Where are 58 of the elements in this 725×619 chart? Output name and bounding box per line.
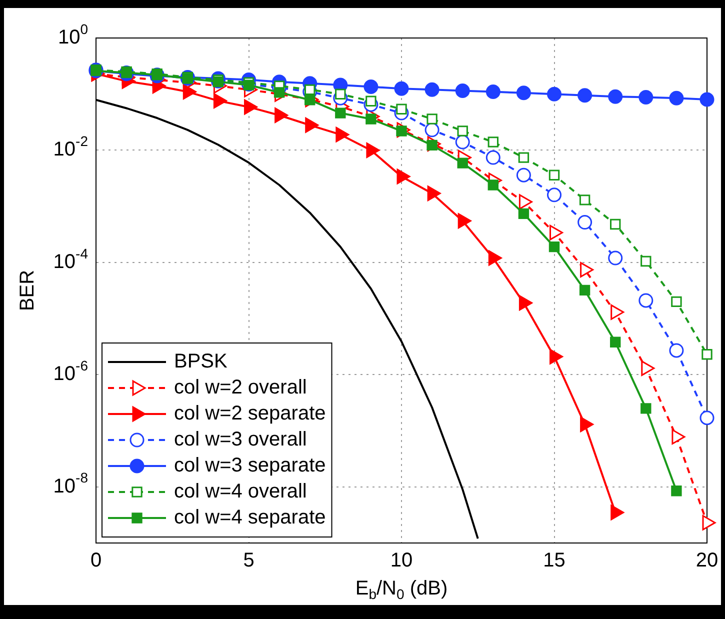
point <box>243 80 254 90</box>
legend-label: col w=4 separate <box>174 506 326 529</box>
point <box>640 403 652 414</box>
point <box>638 90 654 104</box>
point <box>671 486 682 496</box>
x-tick-label: 0 <box>90 550 102 572</box>
point <box>457 126 468 136</box>
x-tick-label: 5 <box>243 550 254 572</box>
point <box>274 87 285 98</box>
point <box>488 136 498 148</box>
point <box>424 82 440 97</box>
point <box>610 336 621 348</box>
point <box>610 218 621 230</box>
point <box>424 122 440 138</box>
legend-label: col w=2 separate <box>174 402 326 425</box>
point <box>516 168 531 182</box>
point <box>516 86 531 100</box>
x-tick-label: 20 <box>696 550 718 572</box>
point <box>518 152 530 163</box>
point <box>700 410 714 426</box>
legend-label: col w=3 overall <box>174 428 307 451</box>
point <box>669 343 684 358</box>
point <box>608 250 623 266</box>
point <box>671 296 682 308</box>
point <box>426 114 438 124</box>
x-tick-label: 10 <box>390 550 413 572</box>
point <box>608 89 623 104</box>
point <box>578 88 592 103</box>
point <box>486 84 500 100</box>
point <box>578 215 592 230</box>
point <box>548 241 560 252</box>
point <box>640 256 652 267</box>
point <box>486 150 500 165</box>
point <box>488 180 498 190</box>
point <box>547 86 562 102</box>
x-tick-label: 15 <box>543 550 566 572</box>
point <box>394 81 409 96</box>
point <box>304 84 316 96</box>
point <box>669 90 684 106</box>
point <box>457 158 468 168</box>
point <box>547 188 562 202</box>
point <box>455 134 470 150</box>
point <box>548 170 560 180</box>
point <box>579 284 590 296</box>
point <box>304 94 316 106</box>
point <box>700 92 714 107</box>
legend-label: col w=4 overall <box>174 480 307 503</box>
legend-label: BPSK <box>174 350 228 373</box>
y-axis-title: BER <box>16 270 39 312</box>
legend-label: col w=2 overall <box>174 376 307 399</box>
legend-label: col w=3 separate <box>174 454 326 477</box>
point <box>335 108 346 118</box>
point <box>455 83 470 98</box>
point <box>702 349 712 360</box>
point <box>579 194 590 206</box>
point <box>518 208 530 220</box>
point <box>638 293 654 308</box>
point <box>364 80 378 94</box>
